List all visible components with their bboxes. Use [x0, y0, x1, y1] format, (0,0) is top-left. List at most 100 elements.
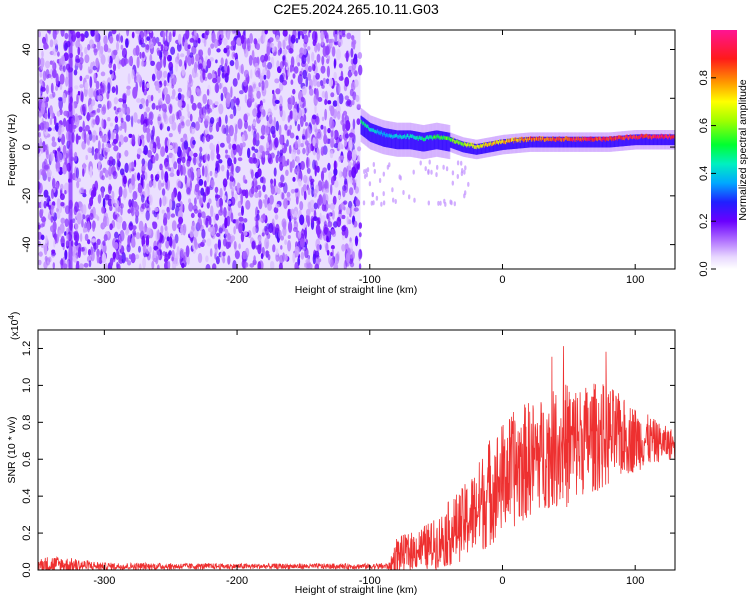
ridge-core: [487, 143, 489, 147]
noise-blob: [204, 165, 208, 178]
noise-blob: [262, 68, 268, 75]
noise-blob: [55, 168, 61, 173]
noise-blob: [228, 143, 232, 150]
ridge-band: [432, 131, 434, 150]
ridge-band: [495, 140, 497, 152]
ridge-core: [442, 136, 444, 140]
noise-blob: [335, 253, 340, 265]
ridge-band: [620, 135, 622, 147]
noise-blob: [259, 176, 264, 183]
noise-blob: [177, 180, 183, 188]
noise-blob: [243, 30, 246, 36]
noise-blob: [103, 234, 108, 242]
noise-blob: [124, 121, 127, 133]
ridge-core: [392, 135, 394, 139]
ridge-band: [531, 136, 534, 148]
noise-blob: [145, 106, 150, 113]
noise-blob: [112, 63, 117, 72]
ridge-core: [673, 134, 675, 139]
ridge-core: [474, 145, 476, 149]
spectrogram-x-label: Height of straight line (km): [295, 284, 418, 296]
noise-blob: [183, 133, 188, 139]
ridge-core: [591, 136, 593, 141]
noise-blob: [327, 162, 331, 171]
ridge-core: [394, 134, 397, 138]
signal-speck: [382, 200, 386, 206]
ridge-band: [429, 131, 432, 151]
ridge-core: [585, 137, 587, 141]
ridge-band: [401, 130, 403, 150]
ridge-core: [659, 135, 662, 139]
ridge-core: [457, 140, 460, 144]
ridge-core: [558, 136, 561, 140]
noise-blob: [108, 165, 112, 177]
noise-blob: [122, 92, 127, 100]
ridge-band: [450, 137, 452, 148]
ridge-core: [497, 140, 499, 144]
ridge-core: [485, 142, 487, 147]
ridge-core: [473, 145, 475, 149]
noise-blob: [264, 194, 268, 200]
noise-blob: [74, 85, 79, 90]
y-tick-label: -40: [21, 237, 33, 253]
noise-blob: [182, 36, 185, 47]
noise-blob: [78, 57, 84, 65]
noise-blob: [258, 199, 263, 210]
noise-blob: [96, 216, 100, 221]
signal-speck: [437, 200, 440, 206]
ridge-band: [623, 135, 625, 147]
ridge-core: [402, 135, 405, 139]
noise-blob: [147, 159, 153, 171]
noise-blob: [78, 126, 83, 133]
noise-blob: [203, 153, 207, 161]
noise-blob: [251, 146, 255, 151]
noise-blob: [325, 45, 330, 56]
noise-blob: [257, 236, 262, 245]
noise-blob: [201, 239, 207, 244]
ridge-band: [489, 141, 491, 153]
ridge-band: [651, 134, 653, 146]
noise-blob: [308, 65, 312, 73]
noise-blob: [119, 59, 125, 65]
ridge-core: [481, 143, 483, 148]
noise-blob: [134, 204, 140, 212]
ridge-band: [573, 136, 575, 148]
x-tick-label: -200: [226, 274, 248, 286]
noise-blob: [252, 108, 258, 118]
ridge-core: [416, 136, 418, 140]
noise-blob: [263, 177, 266, 184]
noise-blob: [279, 74, 284, 83]
noise-blob: [244, 120, 248, 130]
noise-blob: [277, 49, 281, 56]
noise-blob: [262, 33, 266, 43]
noise-blob: [214, 243, 218, 250]
noise-blob: [296, 149, 301, 155]
noise-blob: [328, 255, 332, 265]
ridge-band: [388, 128, 390, 148]
noise-blob: [323, 30, 327, 37]
noise-blob: [97, 140, 101, 152]
noise-blob: [270, 125, 276, 135]
noise-blob: [139, 30, 145, 40]
noise-blob: [272, 244, 276, 253]
noise-blob: [197, 212, 202, 218]
noise-blob: [237, 212, 243, 217]
ridge-band: [582, 136, 585, 148]
noise-blob: [184, 175, 188, 185]
ridge-band: [413, 131, 415, 150]
noise-blob: [198, 162, 202, 168]
noise-blob: [95, 115, 100, 126]
x-tick-label: -200: [226, 575, 248, 587]
noise-blob: [162, 70, 168, 78]
ridge-core: [444, 136, 446, 140]
noise-blob: [62, 164, 67, 175]
noise-blob: [93, 48, 98, 56]
noise-blob: [264, 198, 268, 208]
ridge-band: [507, 138, 510, 150]
ridge-band: [627, 135, 629, 146]
noise-blob: [278, 229, 282, 239]
noise-blob: [101, 187, 104, 199]
ridge-band: [646, 134, 648, 146]
noise-blob: [64, 32, 69, 40]
ridge-band: [398, 130, 401, 150]
